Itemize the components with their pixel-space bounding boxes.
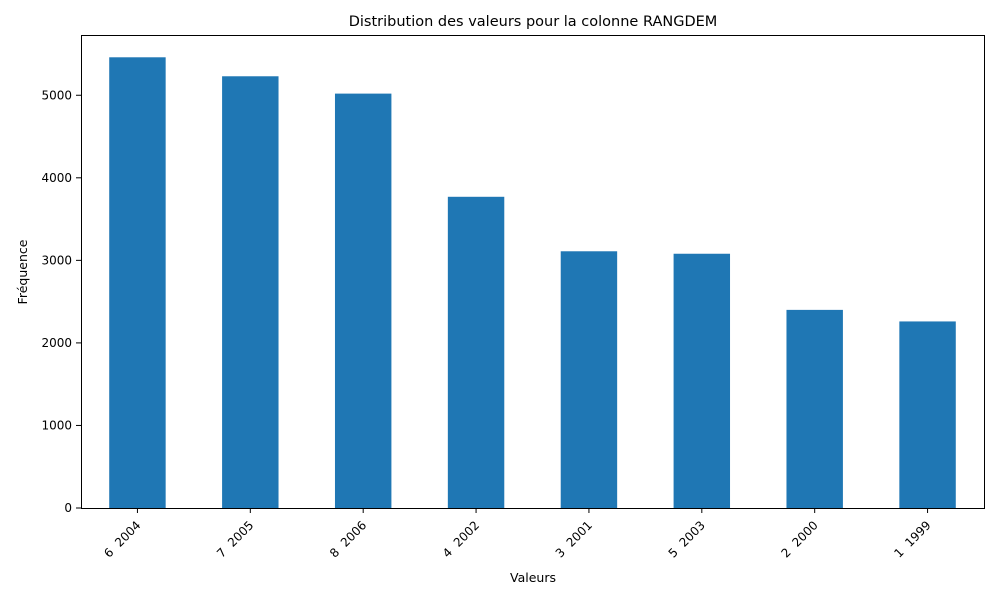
bar-3 [334,93,392,509]
bar-8 [899,321,956,508]
bar-7 [786,309,843,508]
y-tick-label-1: 0 [64,501,72,515]
bar-5 [560,251,618,508]
bar-2 [222,76,279,509]
x-axis-label: Valeurs [510,570,556,585]
y-tick-label-2: 1000 [41,418,72,432]
y-axis-label: Fréquence [15,239,30,304]
y-tick-label-4: 3000 [41,253,72,267]
bar-1 [109,57,166,508]
y-tick-label-3: 2000 [41,336,72,350]
bar-6 [673,253,731,508]
y-tick-label-5: 4000 [41,171,72,185]
chart-title: Distribution des valeurs pour la colonne… [349,14,718,30]
bar-4 [447,196,505,509]
y-axis: 0 1000 2000 3000 4000 5000 [41,88,81,515]
y-tick-label-6: 5000 [41,88,72,102]
bars-group [109,57,956,509]
plot-frame [81,35,985,509]
